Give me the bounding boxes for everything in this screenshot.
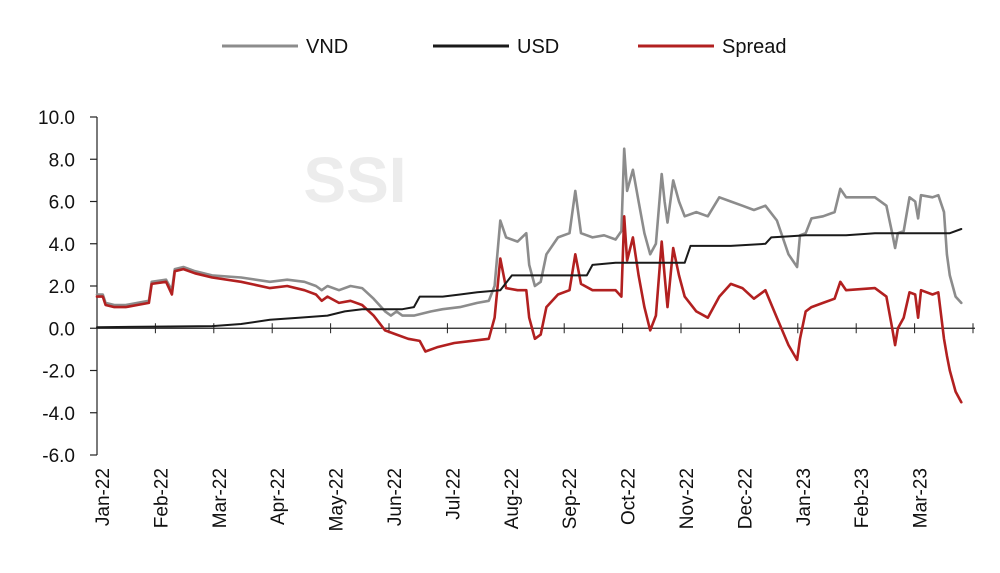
legend: VND USD Spread [222,36,787,58]
x-tick-label: Sep-22 [560,468,581,529]
y-tick-label: 10.0 [38,108,75,129]
series-layer [95,147,963,404]
legend-label-spread: Spread [722,36,787,58]
y-tick-label: 6.0 [49,193,75,214]
x-tick-label: Jan-22 [93,468,114,526]
y-tick-label: 8.0 [49,150,75,171]
watermark: SSI [303,144,406,216]
legend-label-usd: USD [517,36,559,58]
x-tick-label: Feb-23 [852,468,873,528]
x-tick-label: Apr-22 [268,468,289,525]
x-tick-label: Mar-22 [210,468,231,528]
y-tick-label: -2.0 [42,362,75,383]
x-tick-label: Nov-22 [677,468,698,529]
x-tick-label: Jul-22 [443,468,464,520]
x-tick-label: Mar-23 [911,468,932,528]
y-tick-label: 0.0 [49,319,75,340]
x-tick-label: May-22 [327,468,348,531]
x-tick-label: Aug-22 [502,468,523,529]
series-line-vnd [95,147,963,317]
x-tick-label: Jan-23 [794,468,815,526]
y-tick-label: -4.0 [42,404,75,425]
x-tick-label: Jun-22 [385,468,406,526]
y-tick-label: -6.0 [42,446,75,467]
x-tick-label: Dec-22 [735,468,756,529]
series-line-spread [95,215,963,404]
y-tick-label: 4.0 [49,235,75,256]
x-tick-label: Oct-22 [619,468,640,525]
y-tick-label: 2.0 [49,277,75,298]
x-axis: Jan-22 Feb-22 Mar-22 Apr-22 May-22 Jun-22 Jul-… [93,323,975,531]
x-tick-label: Feb-22 [151,468,172,528]
legend-label-vnd: VND [306,36,348,58]
series-line-usd [96,228,963,329]
y-axis: 10.0 8.0 6.0 4.0 2.0 0.0 -2.0 -4.0 -6.0 [38,108,98,467]
